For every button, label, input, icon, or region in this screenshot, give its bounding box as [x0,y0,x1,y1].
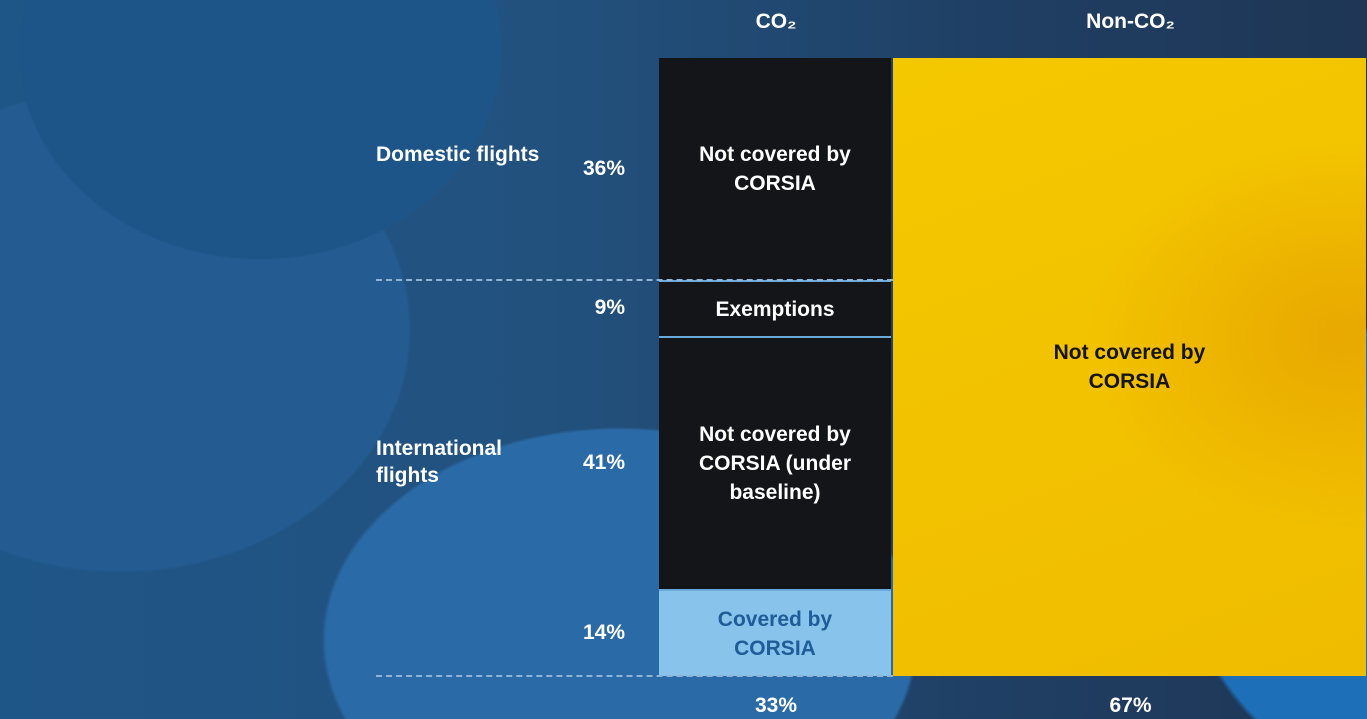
segment: Not covered by CORSIA [892,58,1366,676]
divider [376,675,893,677]
column-value-label: 67% [1109,694,1152,717]
segment-label: Not covered by CORSIA [699,143,851,196]
segment: Not covered by CORSIA (under baseline) [659,336,891,590]
group-label: International flights [376,436,503,487]
group-label: Domestic flights [376,143,540,167]
segment-label: Covered by CORSIA [717,607,833,660]
segment: Not covered by CORSIA [659,58,891,281]
segment-value-label: 9% [594,296,625,320]
segment-label: Not covered by CORSIA [1053,341,1206,393]
column-value-label: 33% [754,694,797,717]
segment-value-label: 36% [582,157,625,181]
segment-label: Exemptions [715,297,835,321]
column: Not covered by CORSIA [892,58,1366,676]
segment: Covered by CORSIA [659,589,891,676]
column-name: Non-CO₂ [1086,10,1175,33]
column-name: CO₂ [755,10,797,33]
column: Not covered by CORSIA Exemptions Not cover… [659,58,891,676]
divider [376,279,893,282]
segment-value-label: 14% [582,620,625,644]
segment: Exemptions [659,280,891,337]
segment-label: Not covered by CORSIA (under baseline) [698,423,852,505]
segment-value-label: 41% [582,450,625,474]
